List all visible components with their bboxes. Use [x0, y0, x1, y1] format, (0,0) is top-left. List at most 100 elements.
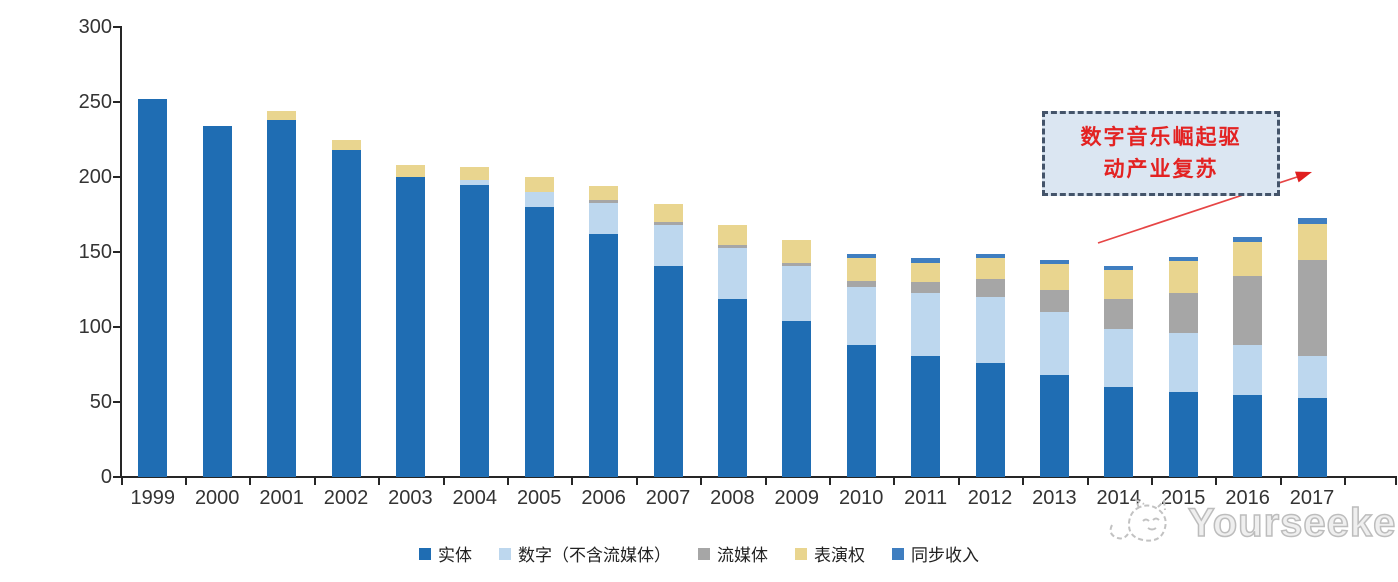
bar-segment-数字（不含流媒体） [911, 292, 941, 356]
legend-label: 流媒体 [717, 546, 768, 565]
bar-segment-实体 [524, 207, 554, 477]
bar-2017 [1297, 0, 1327, 477]
bar-segment-流媒体 [1039, 289, 1069, 312]
bar-segment-流媒体 [782, 262, 812, 266]
bar-2007 [653, 0, 683, 477]
x-axis-tick [764, 476, 767, 485]
bar-segment-数字（不含流媒体） [782, 265, 812, 321]
x-axis-label: 2016 [1225, 487, 1270, 509]
bar-segment-表演权 [653, 204, 683, 222]
bar-segment-实体 [782, 321, 812, 477]
bar-1999 [138, 0, 168, 477]
bar-2010 [846, 0, 876, 477]
legend-label: 表演权 [814, 546, 865, 565]
bar-segment-实体 [460, 184, 490, 477]
bar-2006 [589, 0, 619, 477]
x-axis-tick [957, 476, 960, 485]
x-axis-label: 2003 [388, 487, 433, 509]
annotation-text-line1: 数字音乐崛起驱 [1080, 126, 1242, 149]
yourseeker-logo-icon [1109, 497, 1167, 542]
bar-segment-同步收入 [846, 253, 876, 258]
bar-segment-实体 [267, 120, 297, 477]
y-axis-label: 300 [78, 16, 112, 38]
legend-label: 实体 [438, 546, 472, 565]
bar-segment-流媒体 [846, 280, 876, 287]
x-axis-tick [1151, 476, 1153, 485]
bar-2001 [267, 0, 297, 477]
bar-segment-数字（不含流媒体） [975, 297, 1005, 363]
bar-segment-实体 [331, 150, 361, 477]
bar-2015 [1168, 0, 1198, 477]
annotation-text-line2: 动产业复苏 [1103, 157, 1219, 181]
bar-segment-表演权 [460, 166, 490, 180]
x-axis-tick [507, 476, 509, 485]
bar-segment-同步收入 [1168, 256, 1198, 261]
bar-2005 [524, 0, 554, 477]
x-axis-tick [1344, 476, 1347, 485]
legend-item: 实体 [419, 541, 472, 566]
x-axis-label: 2004 [452, 487, 498, 509]
bar-segment-同步收入 [911, 258, 941, 263]
bar-segment-表演权 [975, 258, 1005, 279]
x-axis-tick [313, 476, 316, 485]
bar-segment-流媒体 [653, 222, 683, 225]
annotation-callout: 数字音乐崛起驱 动产业复苏 [1042, 111, 1280, 196]
bar-segment-流媒体 [1104, 298, 1134, 329]
bar-segment-数字（不含流媒体） [717, 247, 747, 299]
x-axis-tick [1215, 476, 1218, 485]
bar-segment-数字（不含流媒体） [1104, 328, 1134, 387]
y-axis-tick [113, 401, 122, 403]
x-axis-tick [121, 476, 123, 485]
bar-segment-实体 [1233, 394, 1263, 477]
bar-segment-流媒体 [1297, 259, 1327, 356]
bar-segment-数字（不含流媒体） [1168, 333, 1198, 392]
bar-segment-数字（不含流媒体） [589, 202, 619, 234]
bar-segment-实体 [589, 234, 619, 477]
bar-segment-流媒体 [717, 244, 747, 248]
x-axis-label: 2013 [1032, 487, 1077, 509]
bar-segment-同步收入 [1104, 265, 1134, 270]
y-axis-label: 0 [100, 466, 112, 488]
bar-2002 [331, 0, 361, 477]
x-axis-label: 2007 [645, 487, 691, 509]
bar-segment-数字（不含流媒体） [846, 286, 876, 345]
bar-segment-表演权 [331, 139, 361, 150]
x-axis-tick [185, 476, 187, 485]
x-axis-label: 2017 [1289, 487, 1335, 509]
bar-segment-表演权 [589, 186, 619, 200]
x-axis-label: 2006 [581, 487, 626, 509]
x-axis-label: 2002 [323, 487, 369, 509]
bar-segment-同步收入 [1233, 237, 1263, 242]
x-axis-tick [635, 476, 638, 485]
x-axis-label: 2012 [967, 487, 1013, 509]
bar-segment-实体 [138, 99, 168, 477]
x-axis-tick [893, 476, 896, 485]
bar-segment-表演权 [717, 225, 747, 245]
x-axis-tick [378, 476, 381, 485]
x-axis-label: 2000 [194, 487, 240, 509]
bar-segment-实体 [1297, 397, 1327, 477]
legend-swatch [698, 547, 710, 560]
bar-segment-流媒体 [589, 199, 619, 203]
x-axis-label: 2008 [710, 487, 755, 509]
x-axis-label: 2001 [259, 487, 304, 509]
bar-segment-表演权 [846, 258, 876, 281]
bar-segment-同步收入 [975, 253, 1005, 258]
bar-segment-数字（不含流媒体） [653, 225, 683, 266]
bar-2011 [911, 0, 941, 477]
y-axis-tick [113, 101, 122, 103]
bar-segment-数字（不含流媒体） [524, 192, 554, 207]
bar-segment-表演权 [524, 177, 554, 192]
bar-segment-流媒体 [975, 279, 1005, 297]
x-axis-label: 2010 [838, 487, 884, 509]
x-axis [120, 476, 1397, 478]
bar-2013 [1039, 0, 1069, 477]
legend-label: 同步收入 [911, 546, 979, 565]
bar-2003 [395, 0, 425, 477]
bar-2012 [975, 0, 1005, 477]
x-axis-label: 2011 [904, 487, 948, 509]
bar-segment-流媒体 [911, 282, 941, 293]
bar-segment-同步收入 [1039, 259, 1069, 264]
bar-2000 [202, 0, 232, 477]
